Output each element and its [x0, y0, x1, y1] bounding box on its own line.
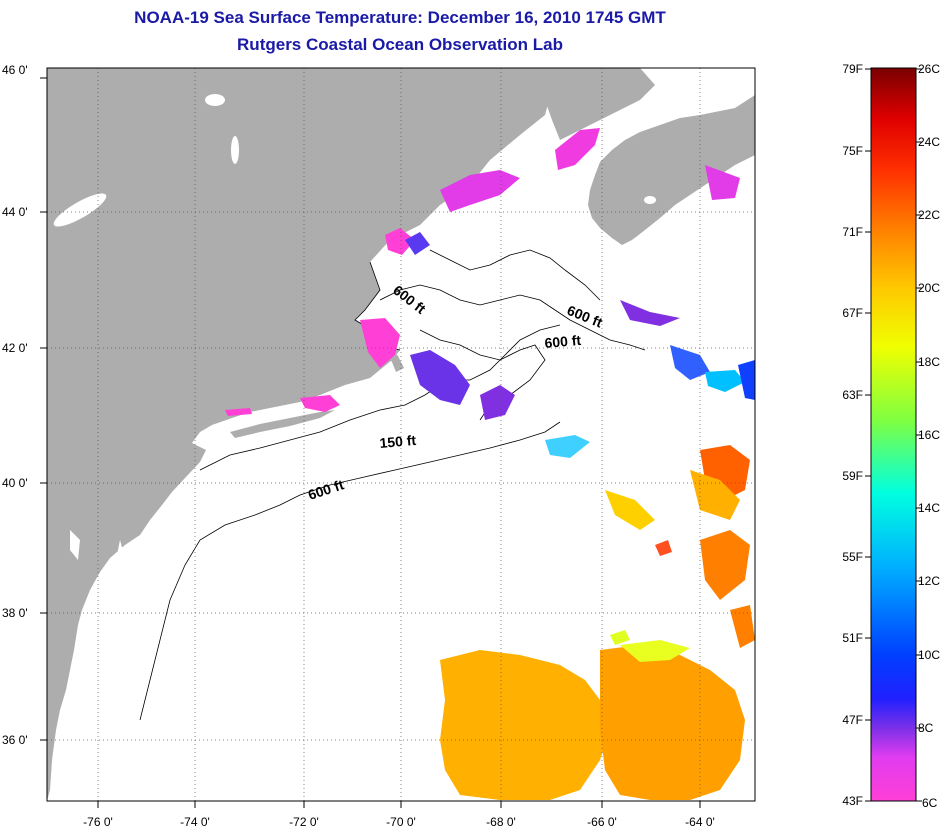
scale-c-8: 8C [918, 721, 934, 735]
scale-f-47: 47F [842, 713, 863, 727]
lat-label-42: 42 0' [2, 341, 28, 355]
scale-c-26: 26C [918, 62, 940, 76]
isobath-600ft-south [139, 421, 561, 721]
map-title: NOAA-19 Sea Surface Temperature: Decembe… [134, 8, 666, 27]
lat-label-36: 36 0' [2, 733, 28, 747]
scale-f-75: 75F [842, 144, 863, 158]
scale-f-55: 55F [842, 550, 863, 564]
isobath-label-150ft: 150 ft [379, 432, 417, 451]
scale-c-12: 12C [918, 574, 940, 588]
lon-label-76: -76 0' [83, 815, 113, 829]
scale-f-63: 63F [842, 388, 863, 402]
lon-label-70: -70 0' [386, 815, 416, 829]
canada-landmass [540, 68, 755, 245]
sst-cold-patches [225, 128, 755, 458]
lat-label-38: 38 0' [2, 606, 28, 620]
scale-c-24: 24C [918, 135, 940, 149]
scale-f-79: 79F [842, 62, 863, 76]
lat-label-40: 40 0' [2, 476, 28, 490]
lon-label-66: -66 0' [587, 815, 617, 829]
lat-label-44: 44 0' [2, 205, 28, 219]
colorbar [870, 67, 917, 802]
scale-f-67: 67F [842, 306, 863, 320]
scale-c-20: 20C [918, 281, 940, 295]
lon-label-68: -68 0' [486, 815, 516, 829]
lon-label-74: -74 0' [180, 815, 210, 829]
us-landmass [47, 68, 552, 801]
map-subtitle: Rutgers Coastal Ocean Observation Lab [237, 35, 563, 54]
scale-f-43: 43F [842, 794, 863, 808]
scale-c-18: 18C [918, 355, 940, 369]
sst-warm-patches [440, 445, 755, 800]
isobath-600ft-gulf [379, 284, 646, 351]
lat-label-46: 46 0' [2, 63, 28, 77]
scale-f-71: 71F [842, 225, 863, 239]
lon-label-64: -64 0' [685, 815, 715, 829]
map-ticks [40, 77, 701, 808]
colorbar-ticks [865, 68, 922, 802]
scale-c-10: 10C [918, 648, 940, 662]
lon-label-72: -72 0' [289, 815, 319, 829]
scale-c-6: 6C [922, 796, 938, 810]
scale-c-16: 16C [918, 428, 940, 442]
scale-f-59: 59F [842, 469, 863, 483]
isobath-150ft [199, 324, 561, 471]
isobath-label-600ft-bank: 600 ft [544, 332, 582, 351]
scale-f-51: 51F [842, 631, 863, 645]
scale-c-14: 14C [918, 501, 940, 515]
scale-c-22: 22C [918, 208, 940, 222]
long-island [230, 410, 335, 438]
